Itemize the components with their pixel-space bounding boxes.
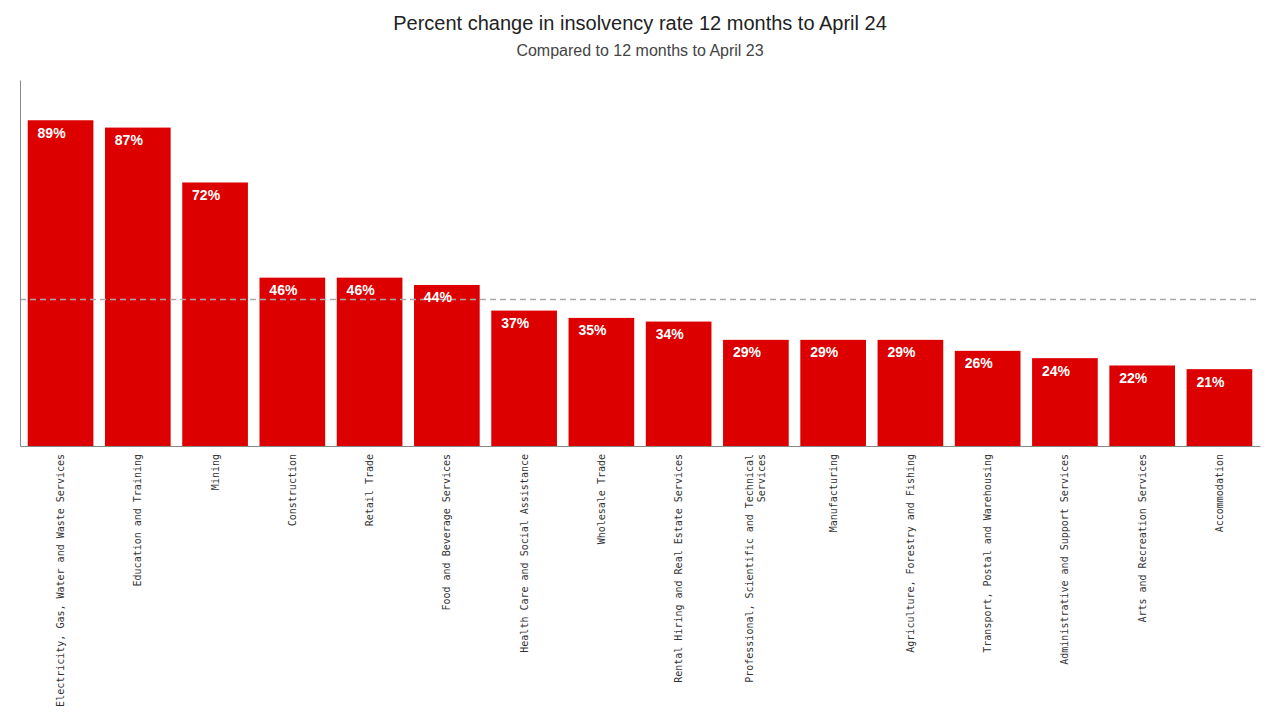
data-label: 37%: [501, 315, 530, 331]
bar: [414, 285, 480, 446]
x-tick-label-line: Education and Training: [132, 454, 143, 586]
x-tick: Administrative and Support Services: [1059, 454, 1070, 665]
bar: [878, 340, 944, 446]
x-tick-label: Transport, Postal and Warehousing: [982, 454, 993, 653]
x-tick-label: Education and Training: [132, 454, 143, 586]
x-tick: Agriculture, Forestry and Fishing: [905, 454, 916, 653]
x-tick: Electricity, Gas, Water and Waste Servic…: [55, 454, 66, 707]
x-tick-label-line: Administrative and Support Services: [1059, 454, 1070, 665]
x-tick-label: Accommodation: [1214, 454, 1225, 532]
x-tick: Arts and Recreation Services: [1137, 454, 1148, 623]
x-tick: Transport, Postal and Warehousing: [982, 454, 993, 653]
x-tick: Health Care and Social Assistance: [519, 454, 530, 653]
bar: [28, 120, 94, 446]
bar: [723, 340, 789, 446]
data-label: 35%: [578, 322, 607, 338]
x-tick-label-line: Agriculture, Forestry and Fishing: [905, 454, 916, 653]
x-tick: Wholesale Trade: [596, 454, 607, 544]
x-axis: Electricity, Gas, Water and Waste Servic…: [21, 447, 1261, 707]
data-label: 29%: [733, 344, 762, 360]
data-label: 44%: [424, 289, 453, 305]
x-tick: Rental Hiring and Real Estate Services: [673, 454, 684, 683]
data-label: 87%: [115, 132, 144, 148]
x-tick: Construction: [287, 454, 298, 526]
plot-area: [20, 120, 1260, 446]
x-tick-label-line: Food and Beverage Services: [441, 454, 452, 611]
data-label: 24%: [1042, 363, 1071, 379]
bar: [182, 182, 248, 446]
x-tick: Professional, Scientific and TechnicalSe…: [744, 454, 767, 683]
x-tick-label-line: Rental Hiring and Real Estate Services: [673, 454, 684, 683]
bar: [1187, 369, 1253, 446]
bar: [105, 128, 171, 446]
bar: [491, 311, 557, 446]
x-tick-label-line: Mining: [210, 454, 221, 490]
x-tick-label-line: Health Care and Social Assistance: [519, 454, 530, 653]
x-tick: Education and Training: [132, 454, 143, 586]
x-tick-label-line: Manufacturing: [828, 454, 839, 532]
bar: [955, 351, 1021, 446]
x-tick-label-line: Construction: [287, 454, 298, 526]
x-tick-label: Mining: [210, 454, 221, 490]
data-label: 29%: [887, 344, 916, 360]
bar: [646, 322, 712, 446]
bar: [1109, 365, 1175, 446]
data-label: 21%: [1196, 374, 1225, 390]
y-axis: [20, 81, 21, 447]
x-tick-label: Health Care and Social Assistance: [519, 454, 530, 653]
x-tick-label-line: Retail Trade: [364, 454, 375, 526]
average-line: [20, 299, 1260, 301]
x-tick: Mining: [210, 454, 221, 490]
data-label: 26%: [965, 355, 994, 371]
x-axis-line: [21, 446, 1261, 447]
x-tick-label: Arts and Recreation Services: [1137, 454, 1148, 623]
x-tick: Retail Trade: [364, 454, 375, 526]
x-tick-label-line: Accommodation: [1214, 454, 1225, 532]
x-tick-label-line: Wholesale Trade: [596, 454, 607, 544]
x-tick: Food and Beverage Services: [441, 454, 452, 611]
x-tick-label: Retail Trade: [364, 454, 375, 526]
data-label: 46%: [269, 282, 298, 298]
x-tick-label: Rental Hiring and Real Estate Services: [673, 454, 684, 683]
x-tick-label: Manufacturing: [828, 454, 839, 532]
data-label: 29%: [810, 344, 839, 360]
x-tick-label: Wholesale Trade: [596, 454, 607, 544]
bar: [569, 318, 635, 446]
data-label: 89%: [38, 125, 67, 141]
bar: [800, 340, 866, 446]
title: Percent change in insolvency rate 12 mon…: [393, 12, 887, 34]
x-tick-label-line: Transport, Postal and Warehousing: [982, 454, 993, 653]
x-tick-label-line: Arts and Recreation Services: [1137, 454, 1148, 623]
data-label: 22%: [1119, 370, 1148, 386]
x-tick: Accommodation: [1214, 454, 1225, 532]
x-tick-label-line: Services: [756, 454, 767, 502]
x-tick-label: Food and Beverage Services: [441, 454, 452, 611]
bar: [260, 278, 326, 446]
data-labels: 89% 87% 72% 46% 46% 44% 37% 35% 34% 29% 29% 29% 26% 2…: [38, 125, 1225, 390]
x-tick-label: Professional, Scientific and TechnicalSe…: [744, 454, 767, 683]
x-tick-label: Construction: [287, 454, 298, 526]
x-tick-label-line: Electricity, Gas, Water and Waste Servic…: [55, 454, 66, 707]
x-tick-label: Electricity, Gas, Water and Waste Servic…: [55, 454, 66, 707]
x-tick-label: Administrative and Support Services: [1059, 454, 1070, 665]
data-label: 34%: [656, 326, 685, 342]
x-tick-label: Agriculture, Forestry and Fishing: [905, 454, 916, 653]
y-axis-line: [20, 81, 21, 447]
bar: [337, 278, 403, 446]
data-label: 72%: [192, 187, 221, 203]
x-tick: Manufacturing: [828, 454, 839, 532]
data-label: 46%: [347, 282, 376, 298]
x-tick-label-line: Professional, Scientific and Technical: [744, 454, 755, 683]
chart: Percent change in insolvency rate 12 mon…: [0, 0, 1280, 721]
subtitle: Compared to 12 months to April 23: [516, 42, 763, 59]
bar: [1032, 358, 1098, 446]
